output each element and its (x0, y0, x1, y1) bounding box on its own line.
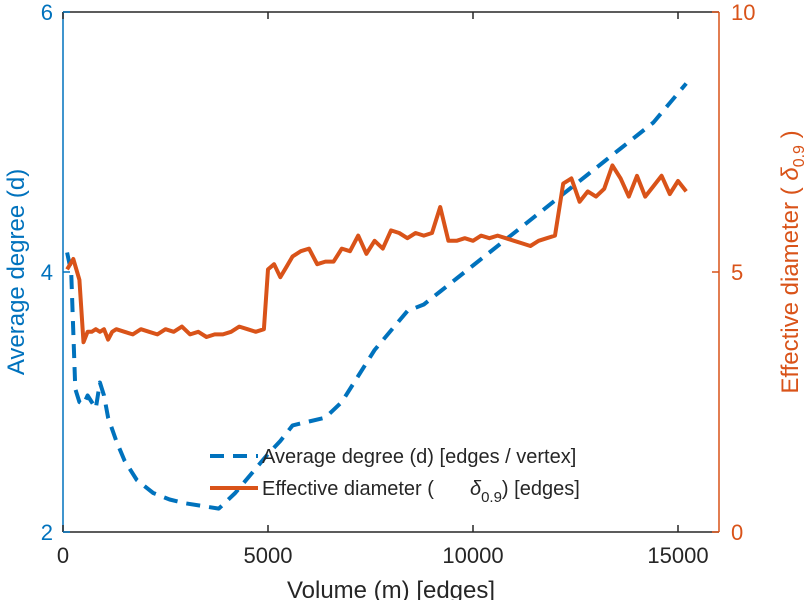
x-tick-label: 0 (57, 543, 69, 568)
right-y-tick-label: 5 (731, 260, 743, 285)
legend-label-effective-diameter: Effective diameter (δ0.9) [edges] (262, 478, 580, 506)
x-tick-label: 15000 (647, 543, 708, 568)
right-y-axis-title: Effective diameter ( δ0.9 ) (777, 130, 808, 393)
x-tick-label: 5000 (244, 543, 293, 568)
series-layer (65, 82, 688, 511)
legend-label-average-degree: Average degree (d) [edges / vertex] (262, 446, 576, 468)
left-y-tick-label: 2 (41, 520, 53, 545)
x-tick-label: 10000 (442, 543, 503, 568)
x-axis-title: Volume (m) [edges] (287, 577, 495, 600)
effective-diameter-line (65, 163, 688, 345)
left-y-tick-label: 4 (41, 260, 53, 285)
right-y-tick-label: 10 (731, 0, 755, 25)
left-y-tick-label: 6 (41, 0, 53, 25)
legend: Average degree (d) [edges / vertex] Effec… (210, 446, 580, 506)
left-y-axis-title: Average degree (d) (3, 169, 30, 375)
average-degree-line (65, 82, 688, 511)
right-y-tick-label: 0 (731, 520, 743, 545)
